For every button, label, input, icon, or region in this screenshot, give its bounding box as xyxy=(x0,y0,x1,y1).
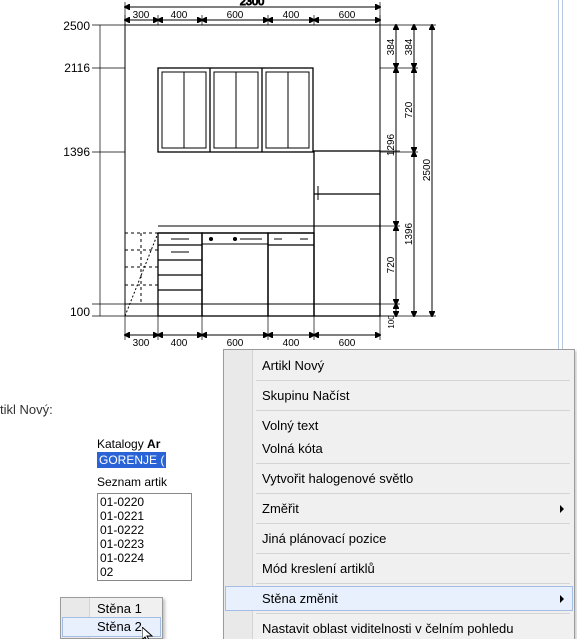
menu-item-draw-mode[interactable]: Mód kreslení artiklů xyxy=(226,557,572,580)
panel-title: tikl Nový: xyxy=(0,402,200,417)
catalog-selected[interactable]: GORENJE ( xyxy=(97,452,166,468)
dim-top-1: 400 xyxy=(171,10,188,21)
submenu-arrow-icon xyxy=(560,505,564,513)
menu-item-change-wall[interactable]: Stěna změnit xyxy=(225,586,573,611)
context-menu[interactable]: Artikl Nový Skupinu Načíst Volný text Vo… xyxy=(223,349,575,639)
dim-left-0: 2500 xyxy=(63,19,90,33)
dim-top-overall: 2300 xyxy=(240,0,264,8)
dim-bot-4: 600 xyxy=(339,338,356,349)
dim-bot-2: 600 xyxy=(227,338,244,349)
menu-item-free-dimension[interactable]: Volná kóta xyxy=(226,437,572,460)
wall-submenu[interactable]: Stěna 1 Stěna 2 xyxy=(60,597,163,639)
dim-top-4: 600 xyxy=(339,10,356,21)
submenu-item-wall-2[interactable]: Stěna 2 xyxy=(62,617,161,637)
list-item[interactable]: 01-0221 xyxy=(100,509,189,523)
dim-left-2: 1396 xyxy=(63,145,90,159)
article-listbox[interactable]: 01-0220 01-0221 01-0222 01-0223 01-0224 … xyxy=(97,493,192,581)
dim-left-3: 100 xyxy=(70,305,90,319)
dim-r1-0: 384 xyxy=(386,38,397,55)
dim-r2-2: 1396 xyxy=(404,222,415,245)
menu-label: Stěna změnit xyxy=(262,591,338,606)
dim-r2-1: 720 xyxy=(404,101,415,118)
dim-r1-2: 720 xyxy=(386,256,397,273)
catalog-panel: Katalogy Ar GORENJE ( Seznam artik xyxy=(97,436,227,490)
dim-bot-0: 300 xyxy=(133,338,150,349)
menu-item-article-new[interactable]: Artikl Nový xyxy=(226,354,572,377)
drawing-canvas[interactable]: 2300 300 400 600 400 600 xyxy=(0,0,577,350)
dim-top-2: 600 xyxy=(227,10,244,21)
dim-r2-0: 384 xyxy=(404,38,415,55)
dim-left-1: 2116 xyxy=(64,61,90,75)
dim-top-0: 300 xyxy=(133,10,150,21)
list-item[interactable]: 02 xyxy=(100,565,189,579)
menu-label: Změřit xyxy=(262,501,299,516)
menu-item-free-text[interactable]: Volný text xyxy=(226,414,572,437)
catalog-label: Katalogy xyxy=(97,437,144,451)
list-item[interactable]: 01-0222 xyxy=(100,523,189,537)
dim-bot-3: 400 xyxy=(283,338,300,349)
catalog-abbrev: Ar xyxy=(147,437,160,451)
menu-item-other-position[interactable]: Jiná plánovací pozice xyxy=(226,527,572,550)
dim-top-3: 400 xyxy=(283,10,300,21)
list-item[interactable]: 01-0223 xyxy=(100,537,189,551)
submenu-arrow-icon xyxy=(560,595,564,603)
list-item[interactable]: 01-0224 xyxy=(100,551,189,565)
list-item[interactable]: 01-0220 xyxy=(100,495,189,509)
menu-item-create-halogen[interactable]: Vytvořit halogenové světlo xyxy=(226,467,572,490)
menu-item-group-load[interactable]: Skupinu Načíst xyxy=(226,384,572,407)
dim-r3-0: 2500 xyxy=(422,158,433,181)
dim-r1-1: 1296 xyxy=(386,133,397,156)
submenu-item-wall-1[interactable]: Stěna 1 xyxy=(63,600,160,618)
article-list-label: Seznam artik xyxy=(97,474,227,490)
menu-item-visibility-area[interactable]: Nastavit oblast viditelnosti v čelním po… xyxy=(226,617,572,639)
dim-r1-3: 100 xyxy=(387,315,396,329)
dim-bot-1: 400 xyxy=(171,338,188,349)
menu-item-measure[interactable]: Změřit xyxy=(226,497,572,520)
